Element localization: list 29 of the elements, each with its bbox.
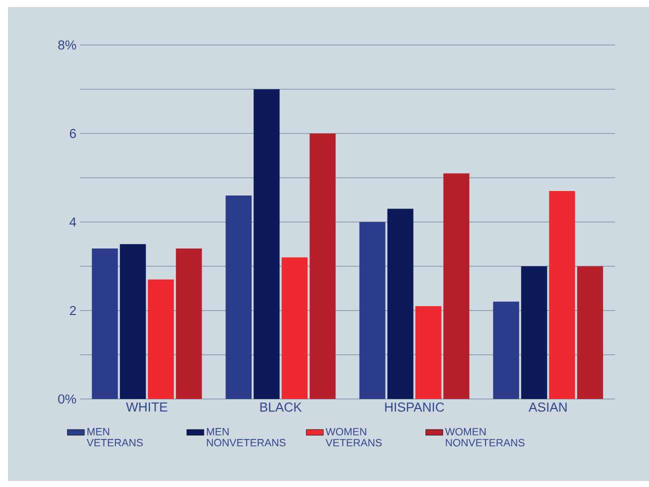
bar xyxy=(521,266,548,399)
bar xyxy=(92,248,118,399)
x-tick-label: ASIAN xyxy=(528,402,567,412)
y-tick-label: 4 xyxy=(70,218,76,226)
x-tick-label: WHITE xyxy=(126,402,168,412)
bar xyxy=(443,173,470,399)
bar xyxy=(577,266,604,399)
bar xyxy=(148,280,174,399)
bar xyxy=(176,248,202,399)
y-tick-label: 8% xyxy=(58,40,76,50)
bar xyxy=(359,222,386,399)
bar xyxy=(415,306,442,399)
bar xyxy=(254,89,280,399)
bar xyxy=(282,257,308,399)
legend-label: WOMEN NONVETERANS xyxy=(445,428,524,446)
bar xyxy=(120,244,146,399)
bar xyxy=(310,133,336,399)
y-tick-label: 6 xyxy=(70,128,76,138)
bar xyxy=(226,195,252,399)
legend-label: MEN NONVETERANS xyxy=(206,428,286,446)
legend-label: WOMEN VETERANS xyxy=(326,428,382,446)
bar xyxy=(549,191,576,399)
x-tick-label: BLACK xyxy=(260,402,302,412)
bar xyxy=(493,302,520,399)
legend-label: MEN VETERANS xyxy=(86,428,143,446)
x-tick-label: HISPANIC xyxy=(385,402,444,412)
y-tick-label: 2 xyxy=(70,306,76,316)
y-tick-label: 0% xyxy=(58,394,76,404)
bar xyxy=(387,208,414,399)
